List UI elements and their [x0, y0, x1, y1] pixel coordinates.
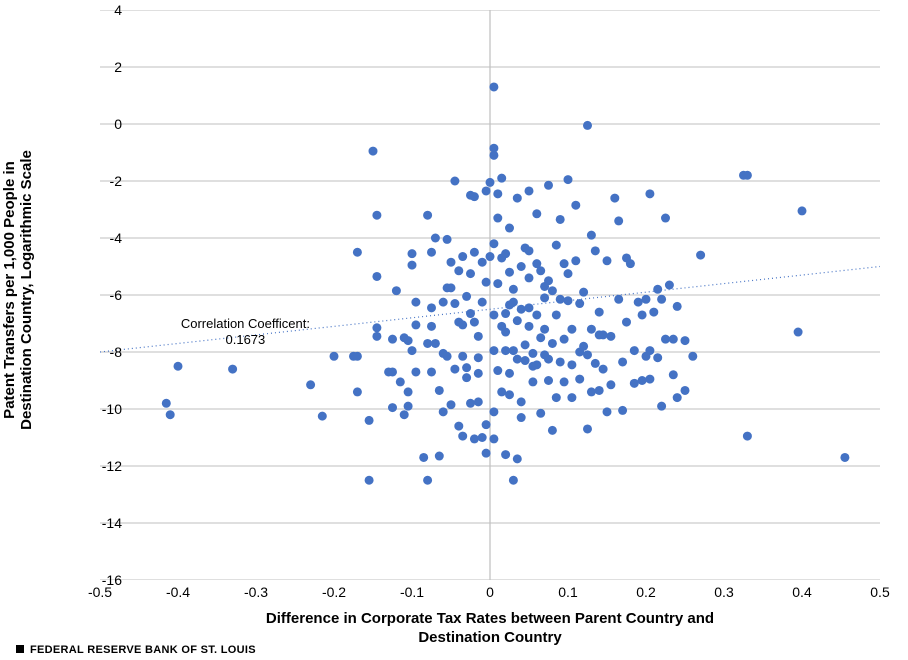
y-axis-label: Patent Transfers per 1,000 People inDest…	[1, 10, 35, 570]
y-tick-label: -2	[82, 173, 122, 189]
x-tick-label: 0.4	[792, 584, 811, 600]
y-tick-label: -14	[82, 515, 122, 531]
x-axis-label: Difference in Corporate Tax Rates betwee…	[100, 610, 880, 648]
x-tick-label: -0.1	[400, 584, 424, 600]
y-tick-label: -4	[82, 230, 122, 246]
annotation-line2: 0.1673	[226, 332, 266, 347]
x-tick-label: -0.5	[88, 584, 112, 600]
y-tick-label: 2	[82, 59, 122, 75]
correlation-annotation: Correlation Coefficent: 0.1673	[170, 316, 320, 350]
y-tick-label: -10	[82, 401, 122, 417]
x-tick-label: 0	[486, 584, 494, 600]
y-tick-label: 4	[82, 2, 122, 18]
plot-svg	[100, 10, 880, 580]
x-tick-label: -0.3	[244, 584, 268, 600]
x-tick-label: -0.4	[166, 584, 190, 600]
y-tick-label: -12	[82, 458, 122, 474]
annotation-line1: Correlation Coefficent:	[181, 316, 310, 331]
y-tick-label: -8	[82, 344, 122, 360]
x-tick-label: 0.2	[636, 584, 655, 600]
x-tick-label: -0.2	[322, 584, 346, 600]
x-tick-label: 0.5	[870, 584, 889, 600]
source-attribution: FEDERAL RESERVE BANK OF ST. LOUIS	[16, 644, 256, 656]
x-tick-label: 0.1	[558, 584, 577, 600]
x-tick-label: 0.3	[714, 584, 733, 600]
scatter-chart: Patent Transfers per 1,000 People inDest…	[0, 0, 908, 660]
y-tick-label: 0	[82, 116, 122, 132]
y-tick-label: -6	[82, 287, 122, 303]
plot-area	[100, 10, 880, 580]
